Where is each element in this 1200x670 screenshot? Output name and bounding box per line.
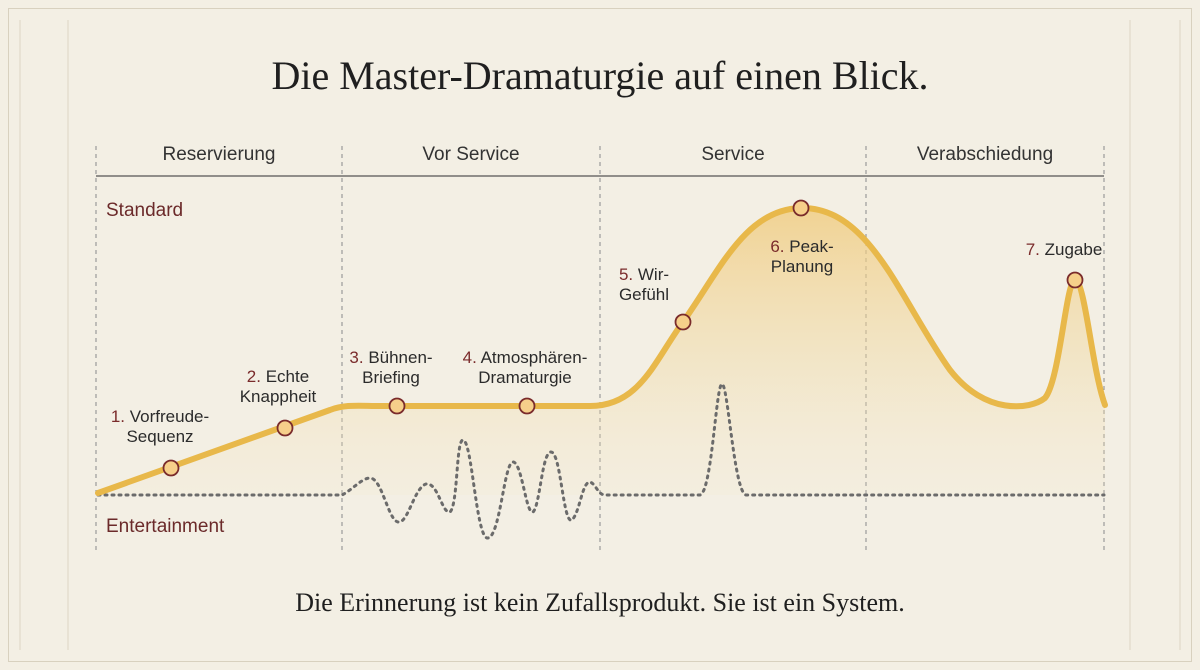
marker-3 [388, 397, 406, 415]
marker-5 [674, 313, 692, 331]
side-decoration [19, 20, 1181, 650]
milestone-label-1: 1. Vorfreude- Sequenz [110, 407, 210, 446]
marker-6 [792, 199, 810, 217]
marker-2 [276, 419, 294, 437]
curve-area [98, 207, 1105, 495]
milestone-label-4: 4. Atmosphären- Dramaturgie [462, 348, 588, 387]
marker-4 [518, 397, 536, 415]
milestone-label-3: 3. Bühnen- Briefing [349, 348, 433, 387]
level-standard: Standard [106, 200, 184, 221]
phase-verabschiedung: Verabschiedung [916, 144, 1054, 165]
milestone-markers [162, 199, 1084, 477]
phase-reservierung: Reservierung [162, 144, 276, 165]
marker-7 [1066, 271, 1084, 289]
footer-statement: Die Erinnerung ist kein Zufallsprodukt. … [295, 588, 905, 617]
marker-1 [162, 459, 180, 477]
milestone-label-7: 7. Zugabe [1025, 240, 1103, 259]
phase-service: Service [701, 144, 765, 165]
milestone-label-2: 2. Echte Knappheit [239, 367, 317, 406]
main-curve [95, 204, 1108, 496]
page-title: Die Master-Dramaturgie auf einen Blick. [271, 53, 929, 98]
milestone-label-5: 5. Wir- Gefühl [618, 265, 670, 304]
phase-vor-service: Vor Service [422, 144, 520, 165]
entertainment-line [96, 382, 1106, 540]
milestone-label-6: 6. Peak- Planung [770, 237, 834, 276]
level-entertainment: Entertainment [106, 516, 225, 537]
page-frame [8, 8, 1192, 662]
